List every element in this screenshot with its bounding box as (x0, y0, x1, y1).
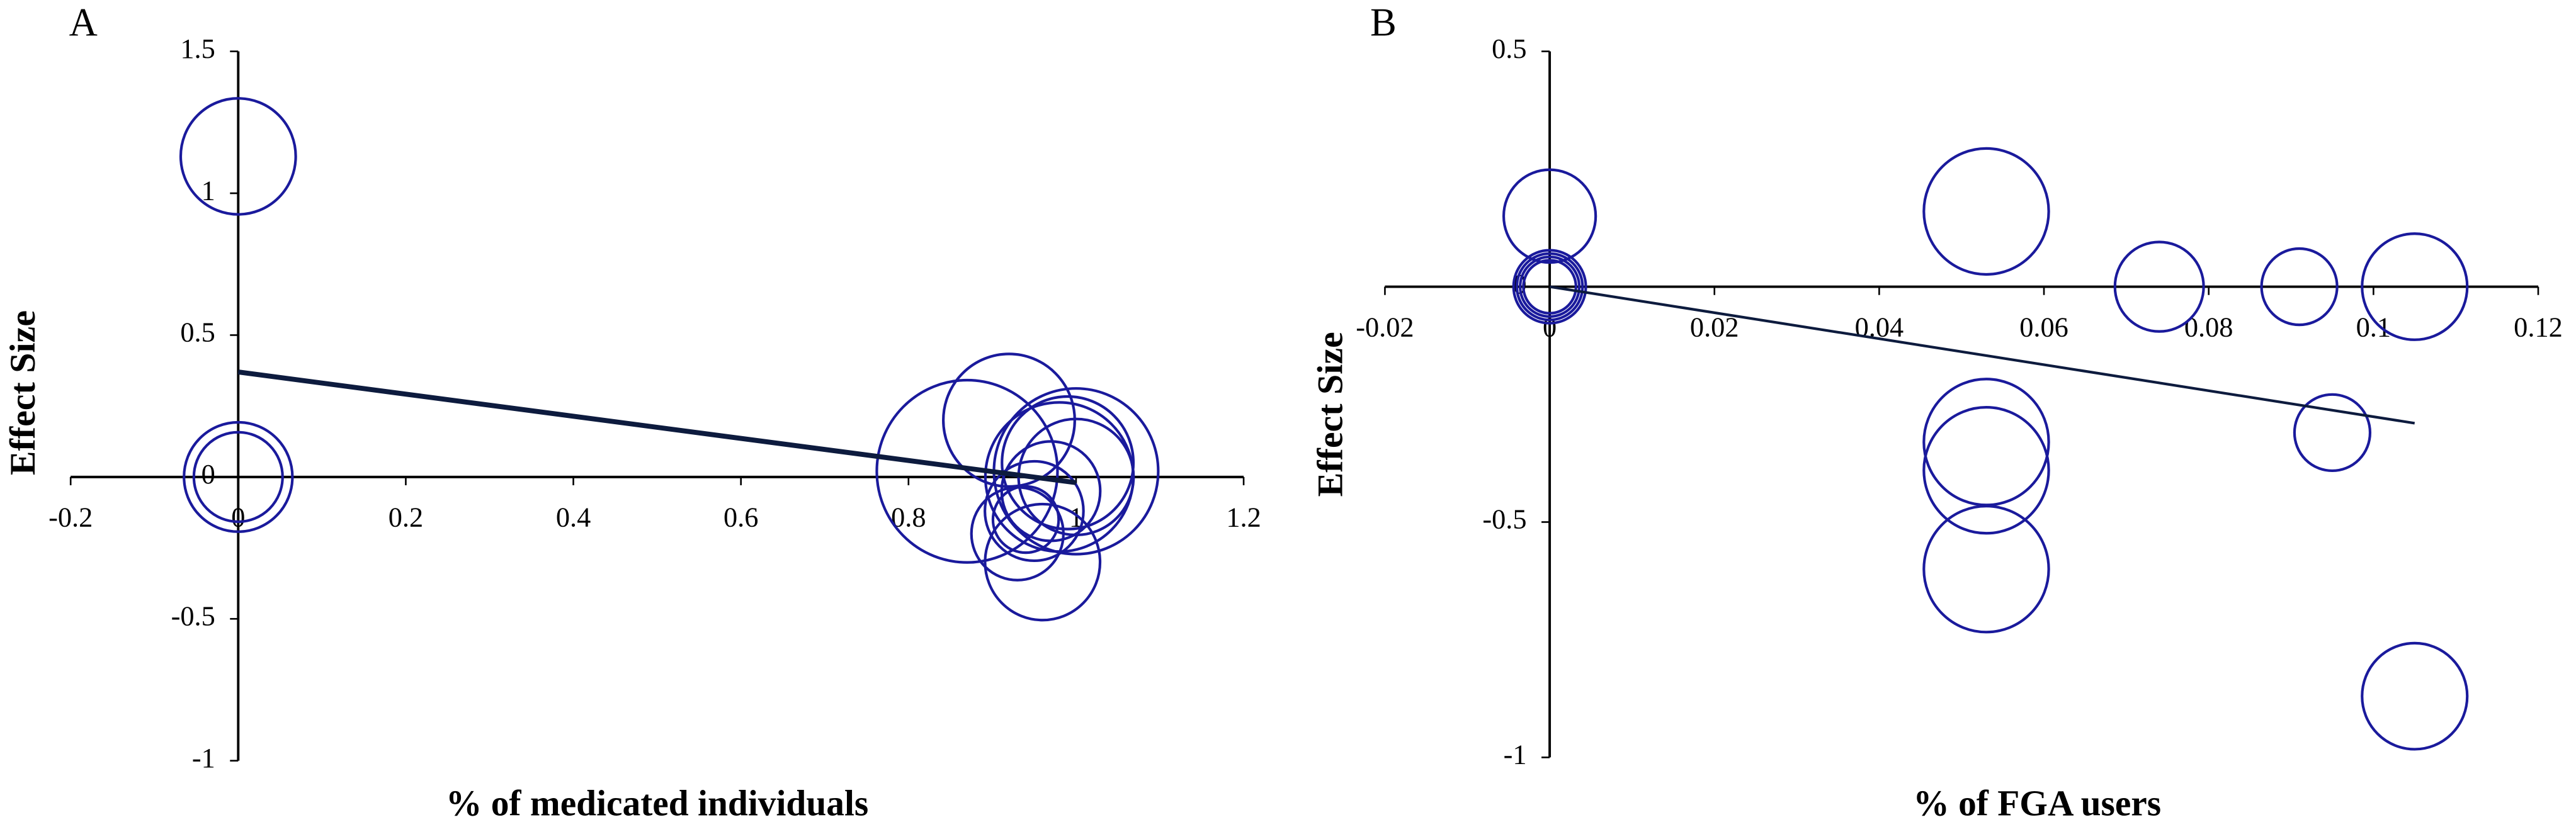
y-tick-label: 0.5 (180, 317, 215, 348)
panel-label: B (1370, 0, 1397, 44)
y-tick-label: -1 (192, 742, 215, 774)
bubble (875, 378, 1059, 564)
bubble (1001, 395, 1135, 531)
bubble (2293, 393, 2372, 473)
bubble (1515, 252, 1584, 322)
bubble (1502, 168, 1597, 264)
x-tick-label: 0.2 (389, 501, 423, 532)
y-tick-label: 0 (201, 458, 215, 490)
bubble (984, 459, 1085, 563)
x-tick-label: 0.12 (2514, 311, 2563, 342)
y-axis-title: Effect Size (1311, 332, 1351, 497)
x-tick-label: 0.6 (723, 501, 758, 532)
x-tick-label: 1 (1069, 501, 1083, 532)
bubble (192, 430, 284, 524)
y-tick-label: -0.5 (171, 600, 215, 631)
x-tick-label: 1.2 (1226, 501, 1261, 532)
bubble (179, 97, 297, 216)
x-tick-label: 0.4 (556, 501, 591, 532)
trend-line (237, 369, 1077, 485)
bubble (1922, 505, 2050, 634)
bubble (1922, 378, 2050, 507)
trend-line (1549, 285, 2415, 425)
bubble (1922, 147, 2050, 276)
bubble (2113, 240, 2205, 333)
x-tick-label: 0.06 (2019, 311, 2068, 342)
bubble (2361, 232, 2469, 341)
bubble (970, 486, 1065, 582)
bubble (1922, 406, 2050, 535)
y-axis-title: Effect Size (3, 310, 43, 475)
bubble (2361, 641, 2469, 751)
x-axis-title: % of FGA users (1913, 784, 2161, 823)
x-axis-title: % of medicated individuals (446, 784, 868, 823)
x-tick-label: -0.02 (1356, 311, 1414, 342)
bubble (991, 485, 1060, 554)
panel-label: A (69, 0, 98, 44)
x-tick-label: 0.1 (2356, 311, 2391, 342)
bubble (2260, 247, 2339, 327)
bubble (1522, 259, 1577, 315)
bubble (984, 502, 1102, 622)
x-tick-label: 0 (231, 501, 245, 532)
bubble (1512, 249, 1587, 325)
y-tick-label: 1 (201, 174, 215, 206)
bubble (183, 420, 294, 533)
y-tick-label: -1 (1504, 738, 1527, 770)
bubble (1519, 256, 1581, 318)
y-tick-label: 0.5 (1492, 33, 1526, 64)
y-tick-label: -0.5 (1482, 504, 1526, 535)
y-tick-label: 1.5 (180, 33, 215, 64)
x-tick-label: -0.2 (48, 501, 93, 532)
